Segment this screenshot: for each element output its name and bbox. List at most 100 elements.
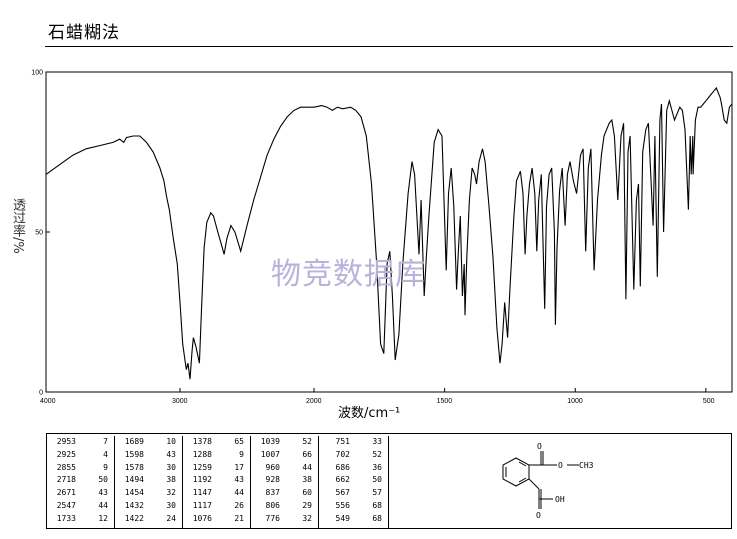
peak-transmittance: 57 bbox=[372, 488, 382, 498]
peak-transmittance: 43 bbox=[234, 475, 244, 485]
peak-table-row: 837 60 bbox=[251, 487, 318, 500]
peak-table-row: 1007 66 bbox=[251, 449, 318, 462]
peak-wavenumber: 702 bbox=[335, 449, 350, 459]
x-tick-label: 1500 bbox=[437, 398, 453, 405]
peak-transmittance: 9 bbox=[239, 449, 244, 459]
peak-wavenumber: 662 bbox=[335, 475, 350, 485]
watermark: 物竞数据库 bbox=[271, 257, 426, 292]
ester-group bbox=[529, 451, 579, 466]
peak-table-row: 556 68 bbox=[319, 500, 388, 513]
y-tick-label: 100 bbox=[31, 70, 43, 77]
atom-label-methyl: CH3 bbox=[579, 461, 594, 470]
peak-table-row: 1076 21 bbox=[183, 513, 250, 526]
series-line-spectrum bbox=[45, 86, 733, 380]
peak-transmittance: 38 bbox=[302, 475, 312, 485]
benzene-ring bbox=[502, 457, 530, 487]
peak-table-row: 2953 7 bbox=[47, 436, 114, 449]
peak-transmittance: 26 bbox=[234, 500, 244, 510]
peak-transmittance: 30 bbox=[166, 462, 176, 472]
peak-transmittance: 29 bbox=[302, 500, 312, 510]
peak-table-column: 2953 7 2925 4 2855 9 2718 50 2671 43 2547 44 1733 12 bbox=[47, 436, 115, 528]
peak-wavenumber: 1422 bbox=[124, 513, 144, 523]
peak-transmittance: 52 bbox=[302, 437, 312, 446]
peak-table-row: 1454 32 bbox=[115, 487, 182, 500]
peak-wavenumber: 751 bbox=[335, 437, 350, 446]
peak-wavenumber: 806 bbox=[265, 500, 280, 510]
peak-table-row: 776 32 bbox=[251, 513, 318, 526]
peak-transmittance: 21 bbox=[234, 513, 244, 523]
peak-wavenumber: 1733 bbox=[56, 513, 76, 523]
peak-transmittance: 44 bbox=[302, 462, 312, 472]
peak-transmittance: 12 bbox=[98, 513, 108, 523]
peak-wavenumber: 1039 bbox=[260, 437, 280, 446]
peak-wavenumber: 776 bbox=[265, 513, 280, 523]
page-title: 石蜡糊法 bbox=[48, 23, 120, 43]
peak-table-column: 1378 65 1288 9 1259 17 1192 43 1147 44 1117 26 1076 2… bbox=[183, 436, 251, 528]
peak-transmittance: 9 bbox=[103, 462, 108, 472]
peak-transmittance: 32 bbox=[302, 513, 312, 523]
peak-transmittance: 24 bbox=[166, 513, 176, 523]
peak-wavenumber: 1076 bbox=[192, 513, 212, 523]
peak-table-row: 806 29 bbox=[251, 500, 318, 513]
peak-transmittance: 4 bbox=[103, 449, 108, 459]
peak-transmittance: 44 bbox=[98, 500, 108, 510]
peak-transmittance: 68 bbox=[372, 500, 382, 510]
peak-wavenumber: 1117 bbox=[192, 500, 212, 510]
peak-wavenumber: 1494 bbox=[124, 475, 144, 485]
peak-transmittance: 7 bbox=[103, 437, 108, 446]
peak-transmittance: 30 bbox=[166, 500, 176, 510]
peak-table-row: 1578 30 bbox=[115, 462, 182, 475]
peak-transmittance: 33 bbox=[372, 437, 382, 446]
peak-table-row: 928 38 bbox=[251, 474, 318, 487]
atom-label-o-methyl: O bbox=[558, 461, 563, 470]
peak-table-row: 1494 38 bbox=[115, 474, 182, 487]
peak-table-row: 960 44 bbox=[251, 462, 318, 475]
peak-table-column: 1039 52 1007 66 960 44 928 38 837 60 806 29 776 32 bbox=[251, 436, 319, 528]
peak-wavenumber: 1454 bbox=[124, 488, 144, 498]
peak-wavenumber: 2547 bbox=[56, 500, 76, 510]
peak-transmittance: 50 bbox=[372, 475, 382, 485]
peak-table-column: 1689 10 1598 43 1578 30 1494 38 1454 32 1432 30 1422… bbox=[115, 436, 183, 528]
peak-table-row: 2718 50 bbox=[47, 474, 114, 487]
peak-table: 2953 7 2925 4 2855 9 2718 50 2671 43 2547 44 1733 12 1… bbox=[46, 433, 732, 529]
peak-wavenumber: 2855 bbox=[56, 462, 76, 472]
x-tick-label: 3000 bbox=[172, 398, 188, 405]
peak-transmittance: 36 bbox=[372, 462, 382, 472]
peak-table-row: 1689 10 bbox=[115, 436, 182, 449]
title-divider bbox=[45, 46, 733, 47]
atom-label-o-top: O bbox=[537, 442, 542, 451]
peak-table-row: 549 68 bbox=[319, 513, 388, 526]
peak-table-row: 1288 9 bbox=[183, 449, 250, 462]
peak-wavenumber: 2718 bbox=[56, 475, 76, 485]
peak-wavenumber: 2953 bbox=[56, 437, 76, 446]
peak-wavenumber: 1259 bbox=[192, 462, 212, 472]
peak-table-row: 2547 44 bbox=[47, 500, 114, 513]
peak-wavenumber: 1147 bbox=[192, 488, 212, 498]
plot-frame bbox=[45, 71, 733, 393]
peak-table-row: 1117 26 bbox=[183, 500, 250, 513]
x-tick-label: 500 bbox=[703, 398, 715, 405]
peak-table-row: 1192 43 bbox=[183, 474, 250, 487]
peak-wavenumber: 549 bbox=[335, 513, 350, 523]
peak-transmittance: 65 bbox=[234, 437, 244, 446]
peak-wavenumber: 2671 bbox=[56, 488, 76, 498]
peak-table-column: 751 33 702 52 686 36 662 50 567 57 556 68 549 68 bbox=[319, 436, 389, 528]
peak-transmittance: 10 bbox=[166, 437, 176, 446]
peak-wavenumber: 567 bbox=[335, 488, 350, 498]
atom-label-oh: OH bbox=[555, 495, 565, 504]
peak-table-row: 2855 9 bbox=[47, 462, 114, 475]
y-tick-label: 50 bbox=[35, 230, 43, 237]
peak-wavenumber: 1578 bbox=[124, 462, 144, 472]
acid-group bbox=[528, 478, 553, 509]
peak-wavenumber: 1192 bbox=[192, 475, 212, 485]
peak-transmittance: 44 bbox=[234, 488, 244, 498]
x-tick-label: 2000 bbox=[306, 398, 322, 405]
peak-table-row: 1147 44 bbox=[183, 487, 250, 500]
peak-transmittance: 66 bbox=[302, 449, 312, 459]
peak-transmittance: 68 bbox=[372, 513, 382, 523]
ir-spectrum-chart: 4000 3000 2000 1500 1000 500 0 50 100 bbox=[31, 70, 733, 405]
x-tick-label: 4000 bbox=[40, 398, 56, 405]
peak-table-row: 1259 17 bbox=[183, 462, 250, 475]
peak-table-row: 2671 43 bbox=[47, 487, 114, 500]
peak-table-row: 1422 24 bbox=[115, 513, 182, 526]
